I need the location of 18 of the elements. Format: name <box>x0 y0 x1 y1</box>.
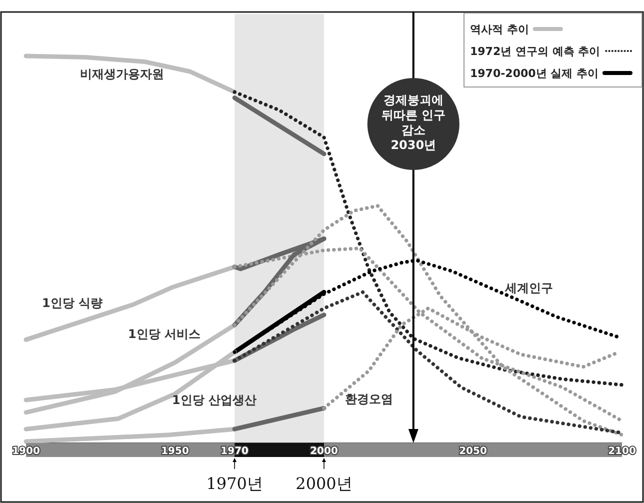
annotation: 1인당 식량 <box>42 296 103 310</box>
x-tick-label: 2000 <box>310 446 338 457</box>
annotation: 1인당 서비스 <box>128 327 201 341</box>
legend-label: 1972년 연구의 예측 추이 <box>470 45 600 58</box>
x-tick-label: 2100 <box>608 446 636 457</box>
ref-line-label: 경제붕괴에 뒤따른 인구 감소 2030년 <box>380 93 446 153</box>
annotation: 1인당 산업생산 <box>172 393 257 407</box>
x-tick-label: 2050 <box>459 446 487 457</box>
annotation: 비재생가용자원 <box>80 67 164 81</box>
annotation: 2000년 <box>296 474 352 493</box>
x-tick-label: 1900 <box>12 446 40 457</box>
annotation: 환경오염 <box>345 392 393 406</box>
legend-label: 역사적 추이 <box>470 23 529 36</box>
x-tick-label: 1970 <box>220 446 249 457</box>
legend-label: 1970-2000년 실제 추이 <box>470 67 598 80</box>
x-tick-label: 1950 <box>161 446 189 457</box>
annotation: 세계인구 <box>504 281 553 295</box>
annotation: 1970년 <box>206 474 263 493</box>
